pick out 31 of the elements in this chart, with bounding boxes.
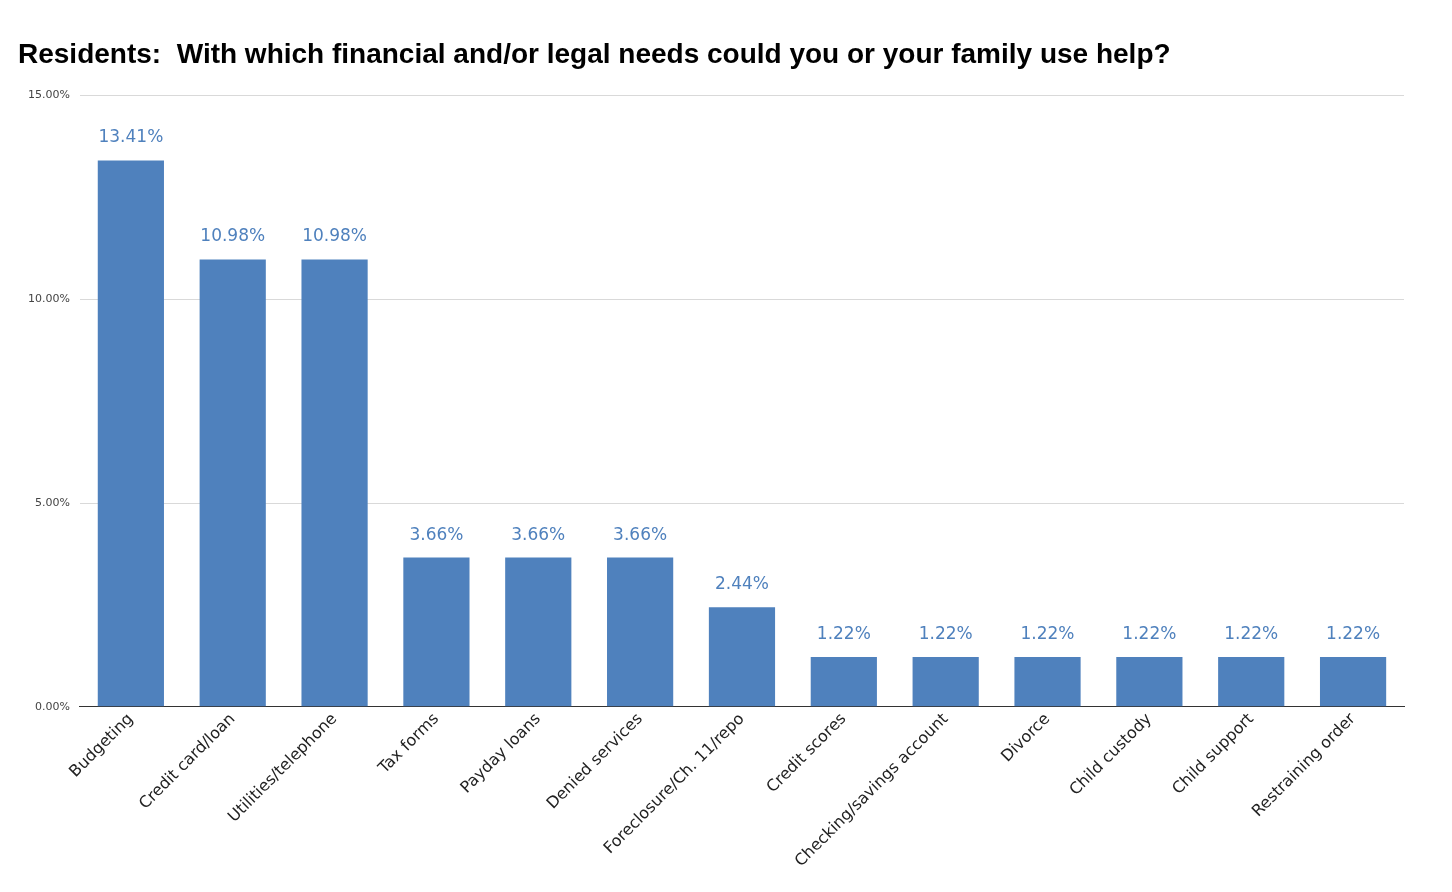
y-tick-label: 15.00%	[27, 88, 70, 102]
bar	[505, 557, 572, 707]
data-label: 1.22%	[1224, 622, 1279, 643]
y-tick-label: 10.00%	[27, 292, 70, 306]
bar	[199, 259, 266, 707]
data-label: 1.22%	[918, 622, 973, 643]
y-tick-label: 0.00%	[34, 699, 70, 713]
bar	[810, 657, 877, 707]
data-label: 3.66%	[409, 523, 464, 544]
data-label: 10.98%	[200, 225, 266, 246]
bar	[708, 607, 776, 707]
data-label: 1.22%	[1020, 622, 1075, 643]
bar	[1116, 657, 1183, 707]
bar	[1319, 657, 1387, 707]
bar	[1218, 657, 1285, 707]
bar	[403, 557, 470, 707]
chart-title: Residents: With which financial and/or legal needs could you or your family use help?	[18, 37, 1171, 69]
data-label: 3.66%	[511, 523, 566, 544]
bar	[301, 259, 368, 707]
y-tick-label: 5.00%	[34, 495, 70, 509]
data-label: 1.22%	[816, 622, 871, 643]
data-label: 2.44%	[714, 573, 769, 594]
data-label: 10.98%	[302, 225, 367, 246]
bar	[607, 557, 674, 707]
data-label: 1.22%	[1326, 622, 1381, 643]
bar	[97, 160, 164, 707]
data-label: 3.66%	[613, 523, 668, 544]
bar	[1014, 657, 1081, 707]
bar	[912, 657, 979, 707]
data-label: 1.22%	[1122, 622, 1177, 643]
data-label: 13.41%	[98, 126, 164, 147]
